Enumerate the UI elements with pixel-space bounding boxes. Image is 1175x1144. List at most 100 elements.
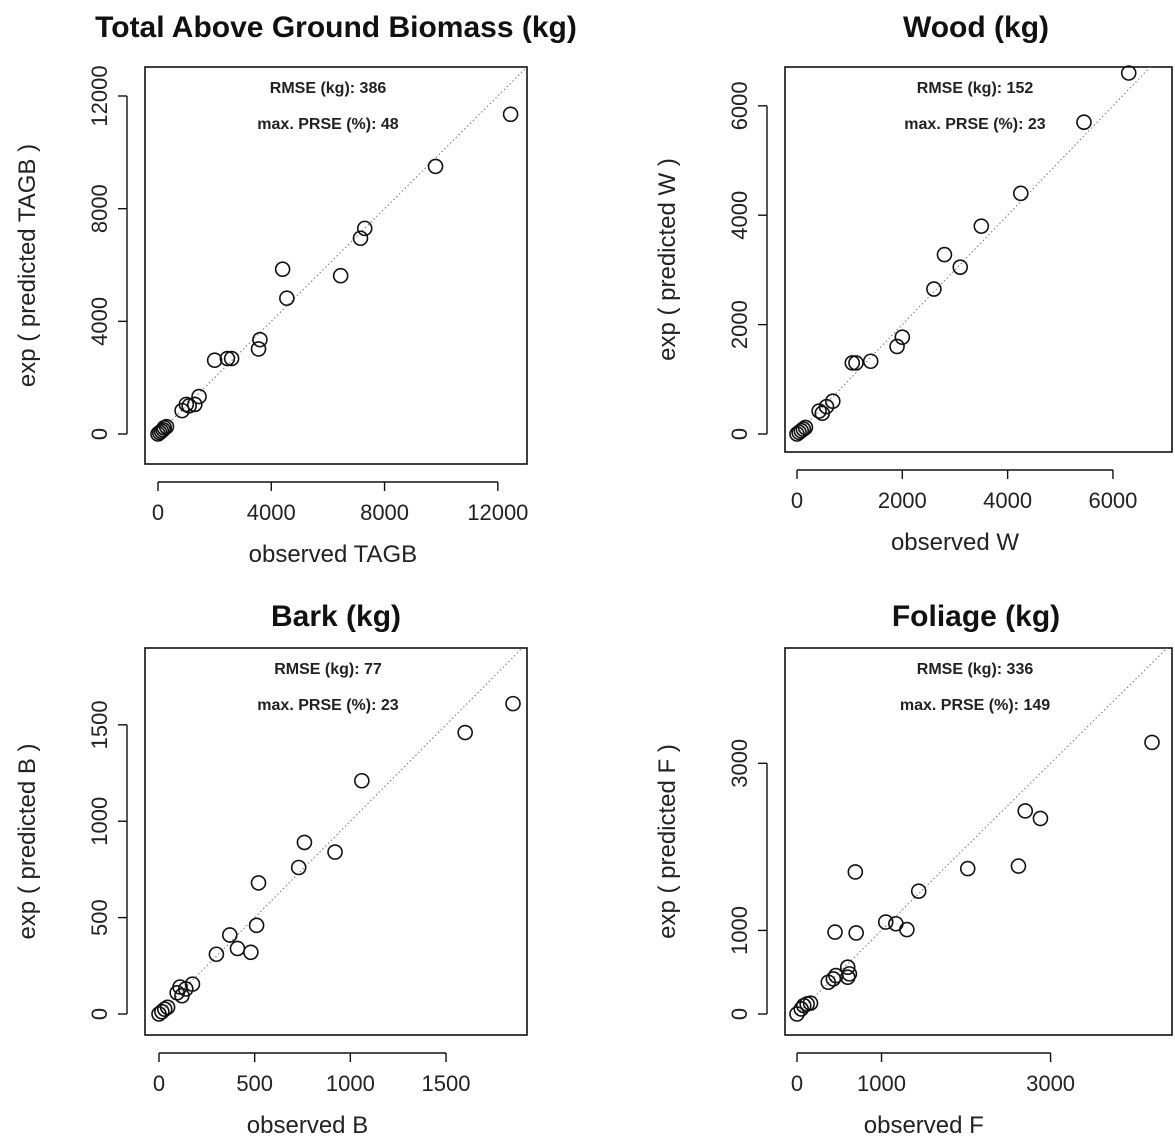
panel-1-x-tick-label: 8000 <box>360 500 409 525</box>
panel-3-data-point <box>327 844 343 860</box>
panel-3-x-tick-label: 1500 <box>422 1071 471 1096</box>
panel-3-y-tick-label: 0 <box>87 1008 112 1020</box>
panel-4-y-tick-label: 1000 <box>727 906 752 955</box>
panel-3-stat-prse: max. PRSE (%): 23 <box>257 697 398 714</box>
panel-2-x-tick-label: 4000 <box>983 488 1032 513</box>
panel-3-data-point <box>248 917 265 934</box>
panel-2-data-point <box>862 353 879 370</box>
panel-4-data-point <box>1010 858 1027 874</box>
panel-1-x-tick-label: 12000 <box>467 500 528 525</box>
panel-2-stat-rmse: RMSE (kg): 152 <box>917 80 1034 97</box>
panel-4-data-point <box>827 924 843 940</box>
panel-4-data-point <box>910 883 927 899</box>
panel-3-data-point <box>354 772 370 789</box>
panel-3-stat-rmse: RMSE (kg): 77 <box>274 661 382 678</box>
panel-1-data-point <box>153 423 170 439</box>
panel-2-y-axis-label: exp ( predicted W ) <box>654 158 681 361</box>
panel-2-y-tick-label: 0 <box>727 428 752 440</box>
panel-1-data-point <box>279 290 295 307</box>
panel-1-data-point <box>187 396 203 413</box>
panel-4-data-point <box>899 921 915 938</box>
panel-1-data-point <box>155 421 171 438</box>
panel-1-data-point <box>332 267 349 284</box>
panel-2-x-tick-label: 2000 <box>878 488 927 513</box>
panel-4-reference-line <box>796 648 1168 1015</box>
panel-4-data-point <box>1032 810 1049 827</box>
panel-2-data-point <box>844 355 861 371</box>
panel-2-stat-prse: max. PRSE (%): 23 <box>904 116 1045 133</box>
panel-1-x-axis-label: observed TAGB <box>249 541 418 568</box>
panel-2-x-axis-label: observed W <box>891 529 1019 556</box>
panel-3-data-point <box>184 976 201 992</box>
panel-4: Foliage (kg) 0 1000 3000 observed F 0 1000 3000… <box>654 600 1173 1139</box>
panel-4-y-axis-label: exp ( predicted F ) <box>654 744 681 939</box>
panel-2-data-point <box>793 422 810 439</box>
panel-2-data-point <box>797 419 814 436</box>
panel-3: Bark (kg) 0 500 1000 1500 observed B 0 500 1000 1… <box>14 600 528 1139</box>
panel-4-x-tick-label: 0 <box>791 1071 803 1096</box>
panel-1-plot-frame <box>144 66 528 465</box>
panel-1-data-point <box>223 350 240 367</box>
panel-1-reference-line <box>157 67 527 435</box>
panel-2-y-tick-label: 6000 <box>727 81 752 130</box>
panel-1-y-axis-label: exp ( predicted TAGB ) <box>14 144 41 387</box>
panel-3-data-point <box>457 724 473 741</box>
panel-3-data-point <box>229 940 246 957</box>
panel-2-plot-frame <box>784 66 1173 453</box>
panel-4-data-point <box>1144 734 1160 751</box>
panel-1-data-point <box>181 398 197 414</box>
panel-1-data-point <box>274 261 291 278</box>
panel-2-x-tick-label: 0 <box>791 488 803 513</box>
panel-4-data-point <box>841 966 858 982</box>
panel-1-data-point <box>250 341 267 357</box>
panel-1-y-tick-label: 8000 <box>87 184 112 233</box>
panel-4-data-point <box>877 914 894 930</box>
panel-1-x-tick-label: 0 <box>152 500 164 525</box>
panel-4-data-point <box>839 959 856 976</box>
panel-2-y-tick-label: 4000 <box>727 191 752 240</box>
panel-4-data-point <box>888 915 904 932</box>
panel-3-y-axis-label: exp ( predicted B ) <box>14 743 41 939</box>
panel-4-title: Foliage (kg) <box>892 600 1060 633</box>
panel-1-title: Total Above Ground Biomass (kg) <box>95 11 577 44</box>
panel-2-x-tick-label: 6000 <box>1088 488 1137 513</box>
panel-4-data-point <box>802 995 819 1011</box>
panel-1-y-tick-label: 4000 <box>87 297 112 346</box>
panel-2-data-point <box>889 338 905 355</box>
panel-1-data-point <box>252 331 268 348</box>
panel-3-data-point <box>208 946 225 963</box>
panel-2: Wood (kg) 0 2000 4000 6000 observed W 0 2000 400… <box>654 11 1173 556</box>
panel-3-y-tick-label: 1500 <box>87 700 112 749</box>
panel-4-stat-prse: max. PRSE (%): 149 <box>900 697 1050 714</box>
panel-4-y-tick-label: 3000 <box>727 739 752 788</box>
panel-1: Total Above Ground Biomass (kg) 0 4000 8000… <box>14 11 577 568</box>
panel-2-title: Wood (kg) <box>903 11 1049 44</box>
panel-4-data-point <box>847 864 864 880</box>
panel-3-data-point <box>243 944 259 961</box>
panel-3-data-point <box>290 859 307 876</box>
panel-4-x-tick-label: 3000 <box>1026 1071 1075 1096</box>
panel-2-data-point <box>1076 114 1092 131</box>
panel-4-stat-rmse: RMSE (kg): 336 <box>917 661 1034 678</box>
panel-4-y-tick-label: 0 <box>727 1008 752 1020</box>
panel-3-data-point <box>222 927 238 943</box>
panel-3-data-point <box>505 695 521 712</box>
panel-3-y-tick-label: 500 <box>87 899 112 936</box>
panel-2-reference-line <box>796 67 1152 435</box>
panel-3-plot-frame <box>144 647 528 1036</box>
panel-2-data-point <box>926 281 942 297</box>
panel-2-data-point <box>973 218 990 234</box>
panel-1-data-point <box>502 106 519 123</box>
panel-4-x-axis-label: observed F <box>864 1112 984 1139</box>
panel-1-x-tick-label: 4000 <box>247 500 296 525</box>
panel-1-stat-prse: max. PRSE (%): 48 <box>257 116 398 133</box>
panel-3-x-tick-label: 0 <box>153 1071 165 1096</box>
panel-2-data-point <box>952 259 969 275</box>
panel-2-data-point <box>795 421 812 437</box>
panel-3-y-tick-label: 1000 <box>87 797 112 846</box>
panel-1-data-point <box>356 220 373 237</box>
panel-1-data-point <box>219 350 236 367</box>
panel-2-y-tick-label: 2000 <box>727 300 752 349</box>
panel-3-x-tick-label: 500 <box>236 1071 273 1096</box>
